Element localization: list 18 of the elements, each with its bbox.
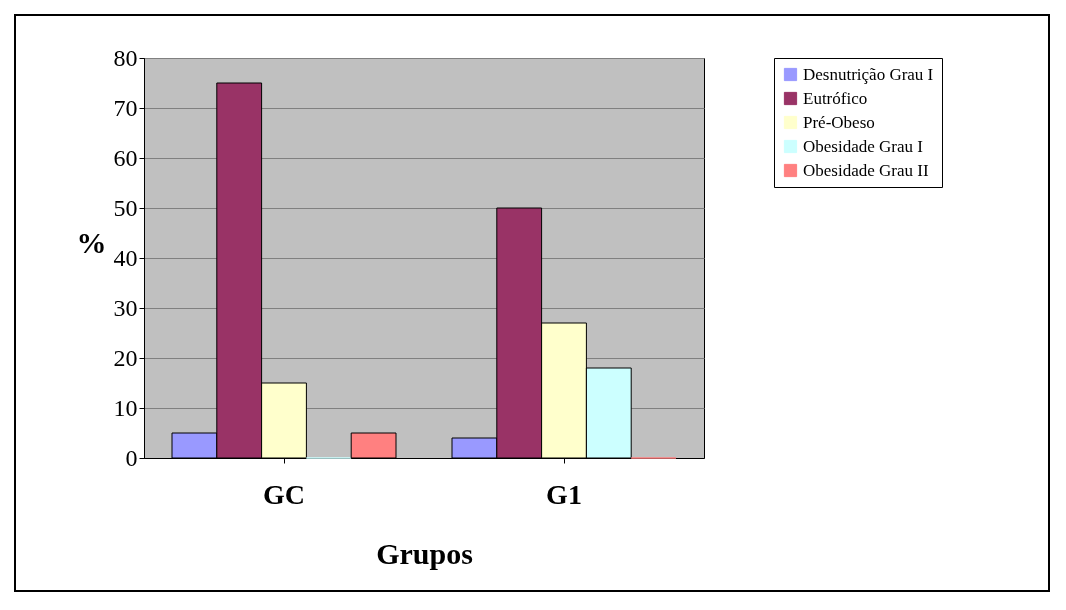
y-tick-label: 0 [125, 444, 138, 471]
y-tick-label: 10 [113, 394, 138, 421]
x-tick-label: GC [263, 478, 305, 510]
y-tick-label: 40 [113, 244, 138, 271]
legend-label: Pré-Obeso [803, 112, 875, 132]
y-tick-label: 30 [113, 294, 138, 321]
y-axis-title: % [76, 225, 107, 259]
x-tick-label: G1 [546, 478, 582, 510]
y-tick-label: 20 [113, 344, 138, 371]
y-tick-label: 80 [113, 44, 138, 71]
legend-label: Obesidade Grau I [803, 136, 924, 156]
legend-label: Eutrófico [803, 88, 868, 108]
legend-label: Obesidade Grau II [803, 160, 929, 180]
x-axis-title: Grupos [376, 536, 473, 570]
y-tick-label: 70 [113, 94, 138, 121]
y-tick-label: 50 [113, 194, 138, 221]
legend-label: Desnutrição Grau I [803, 64, 934, 84]
y-tick-label: 60 [113, 144, 138, 171]
